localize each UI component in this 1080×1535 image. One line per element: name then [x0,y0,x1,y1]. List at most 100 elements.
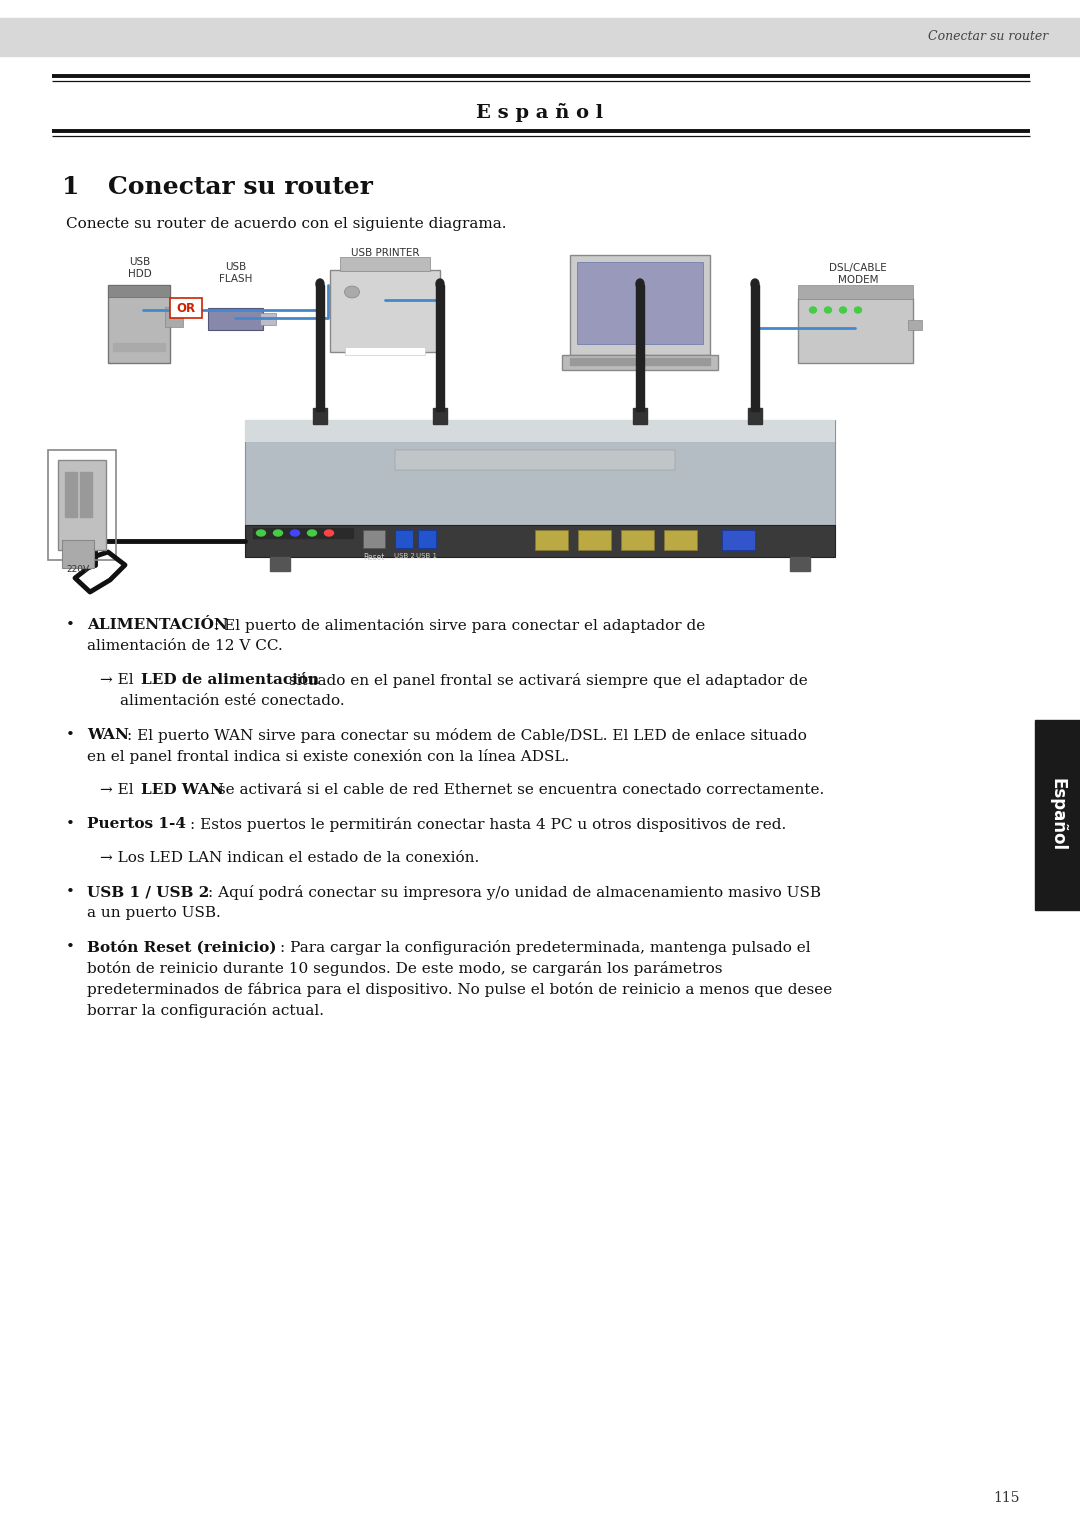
Bar [245,421,835,525]
Text: •: • [66,817,75,830]
Ellipse shape [324,530,334,536]
Bar [535,530,568,550]
Ellipse shape [345,286,360,298]
Bar [245,525,835,557]
Text: Español: Español [1048,778,1066,852]
Ellipse shape [273,530,283,536]
Text: a un puerto USB.: a un puerto USB. [87,906,220,919]
Bar [798,298,913,362]
Bar [313,408,327,424]
Text: •: • [66,886,75,900]
Bar [418,530,436,548]
Ellipse shape [308,530,316,536]
Text: situado en el panel frontal se activará siempre que el adaptador de: situado en el panel frontal se activará … [284,672,808,688]
Text: •: • [66,728,75,741]
Text: → Los LED LAN indican el estado de la conexión.: → Los LED LAN indican el estado de la co… [100,850,480,866]
Bar [208,309,264,330]
Bar [340,256,430,272]
Text: USB
HDD: USB HDD [129,256,152,278]
Bar [260,313,276,325]
Bar [395,450,675,470]
Text: 1: 1 [62,175,79,200]
Bar [577,262,703,344]
Bar [65,471,77,517]
Bar [48,450,116,560]
Text: : Aquí podrá conectar su impresora y/o unidad de almacenamiento masivo USB: : Aquí podrá conectar su impresora y/o u… [208,886,821,900]
Text: : Para cargar la configuración predeterminada, mantenga pulsado el: : Para cargar la configuración predeterm… [280,939,811,955]
Bar [108,286,170,296]
Bar [908,319,922,330]
Bar [316,286,324,411]
Bar [433,408,447,424]
Bar [570,255,710,355]
Text: DSL/CABLE
MODEM: DSL/CABLE MODEM [829,262,887,284]
Ellipse shape [316,279,324,289]
Bar [633,408,647,424]
Text: LED de alimentación: LED de alimentación [141,672,319,688]
Text: Conectar su router: Conectar su router [108,175,373,200]
Ellipse shape [824,307,832,313]
Bar [58,460,106,550]
Text: alimentación esté conectado.: alimentación esté conectado. [120,694,345,708]
Bar [345,347,426,355]
Bar [80,471,92,517]
Text: •: • [66,939,75,953]
Bar [62,540,94,568]
Text: : Estos puertos le permitirán conectar hasta 4 PC u otros dispositivos de red.: : Estos puertos le permitirán conectar h… [190,817,786,832]
Text: USB
FLASH: USB FLASH [219,262,253,284]
Text: borrar la configuración actual.: borrar la configuración actual. [87,1002,324,1018]
Bar [0,18,1080,55]
Text: OR: OR [176,301,195,315]
Ellipse shape [854,307,862,313]
Ellipse shape [636,279,644,289]
Bar [751,286,759,411]
Text: 115: 115 [994,1490,1020,1504]
Text: Reset: Reset [363,553,384,562]
Bar [748,408,762,424]
Text: •: • [66,619,75,632]
Text: USB 1 / USB 2: USB 1 / USB 2 [87,886,210,900]
Text: Conecte su router de acuerdo con el siguiente diagrama.: Conecte su router de acuerdo con el sigu… [66,216,507,230]
Bar [789,557,810,571]
Ellipse shape [839,307,847,313]
Text: predeterminados de fábrica para el dispositivo. No pulse el botón de reinicio a : predeterminados de fábrica para el dispo… [87,982,833,998]
Bar [108,286,170,362]
Bar [113,342,165,352]
Text: → El: → El [100,672,138,688]
Ellipse shape [751,279,759,289]
Bar [165,307,183,327]
Bar [664,530,697,550]
Ellipse shape [257,530,266,536]
Bar [270,557,291,571]
Text: botón de reinicio durante 10 segundos. De este modo, se cargarán los parámetros: botón de reinicio durante 10 segundos. D… [87,961,723,976]
Text: Conectar su router: Conectar su router [928,31,1048,43]
Text: se activará si el cable de red Ethernet se encuentra conectado correctamente.: se activará si el cable de red Ethernet … [213,783,824,797]
Text: ALIMENTACIÓN: ALIMENTACIÓN [87,619,228,632]
Bar [562,355,718,370]
Text: WBR 7121: WBR 7121 [510,454,561,465]
Text: 220V: 220V [66,565,90,574]
Bar [395,530,413,548]
Bar [245,421,835,442]
Text: LED WAN: LED WAN [141,783,224,797]
Bar [330,270,440,352]
Text: alimentación de 12 V CC.: alimentación de 12 V CC. [87,639,283,652]
Bar [363,530,384,548]
Text: : El puerto de alimentación sirve para conectar el adaptador de: : El puerto de alimentación sirve para c… [214,619,705,632]
Bar [578,530,611,550]
Ellipse shape [291,530,299,536]
Ellipse shape [436,279,444,289]
Text: USB PRINTER: USB PRINTER [351,249,419,258]
Text: en el panel frontal indica si existe conexión con la línea ADSL.: en el panel frontal indica si existe con… [87,749,569,764]
Bar [253,528,353,537]
Text: WAN: WAN [87,728,129,741]
Bar [170,298,202,318]
Bar [570,358,710,365]
Bar [798,286,913,299]
Bar [1035,720,1080,910]
Text: USB 1: USB 1 [417,553,437,559]
Text: E s p a ñ o l: E s p a ñ o l [476,103,604,123]
Text: Botón Reset (reinicio): Botón Reset (reinicio) [87,939,276,955]
Bar [621,530,654,550]
Text: → El: → El [100,783,138,797]
